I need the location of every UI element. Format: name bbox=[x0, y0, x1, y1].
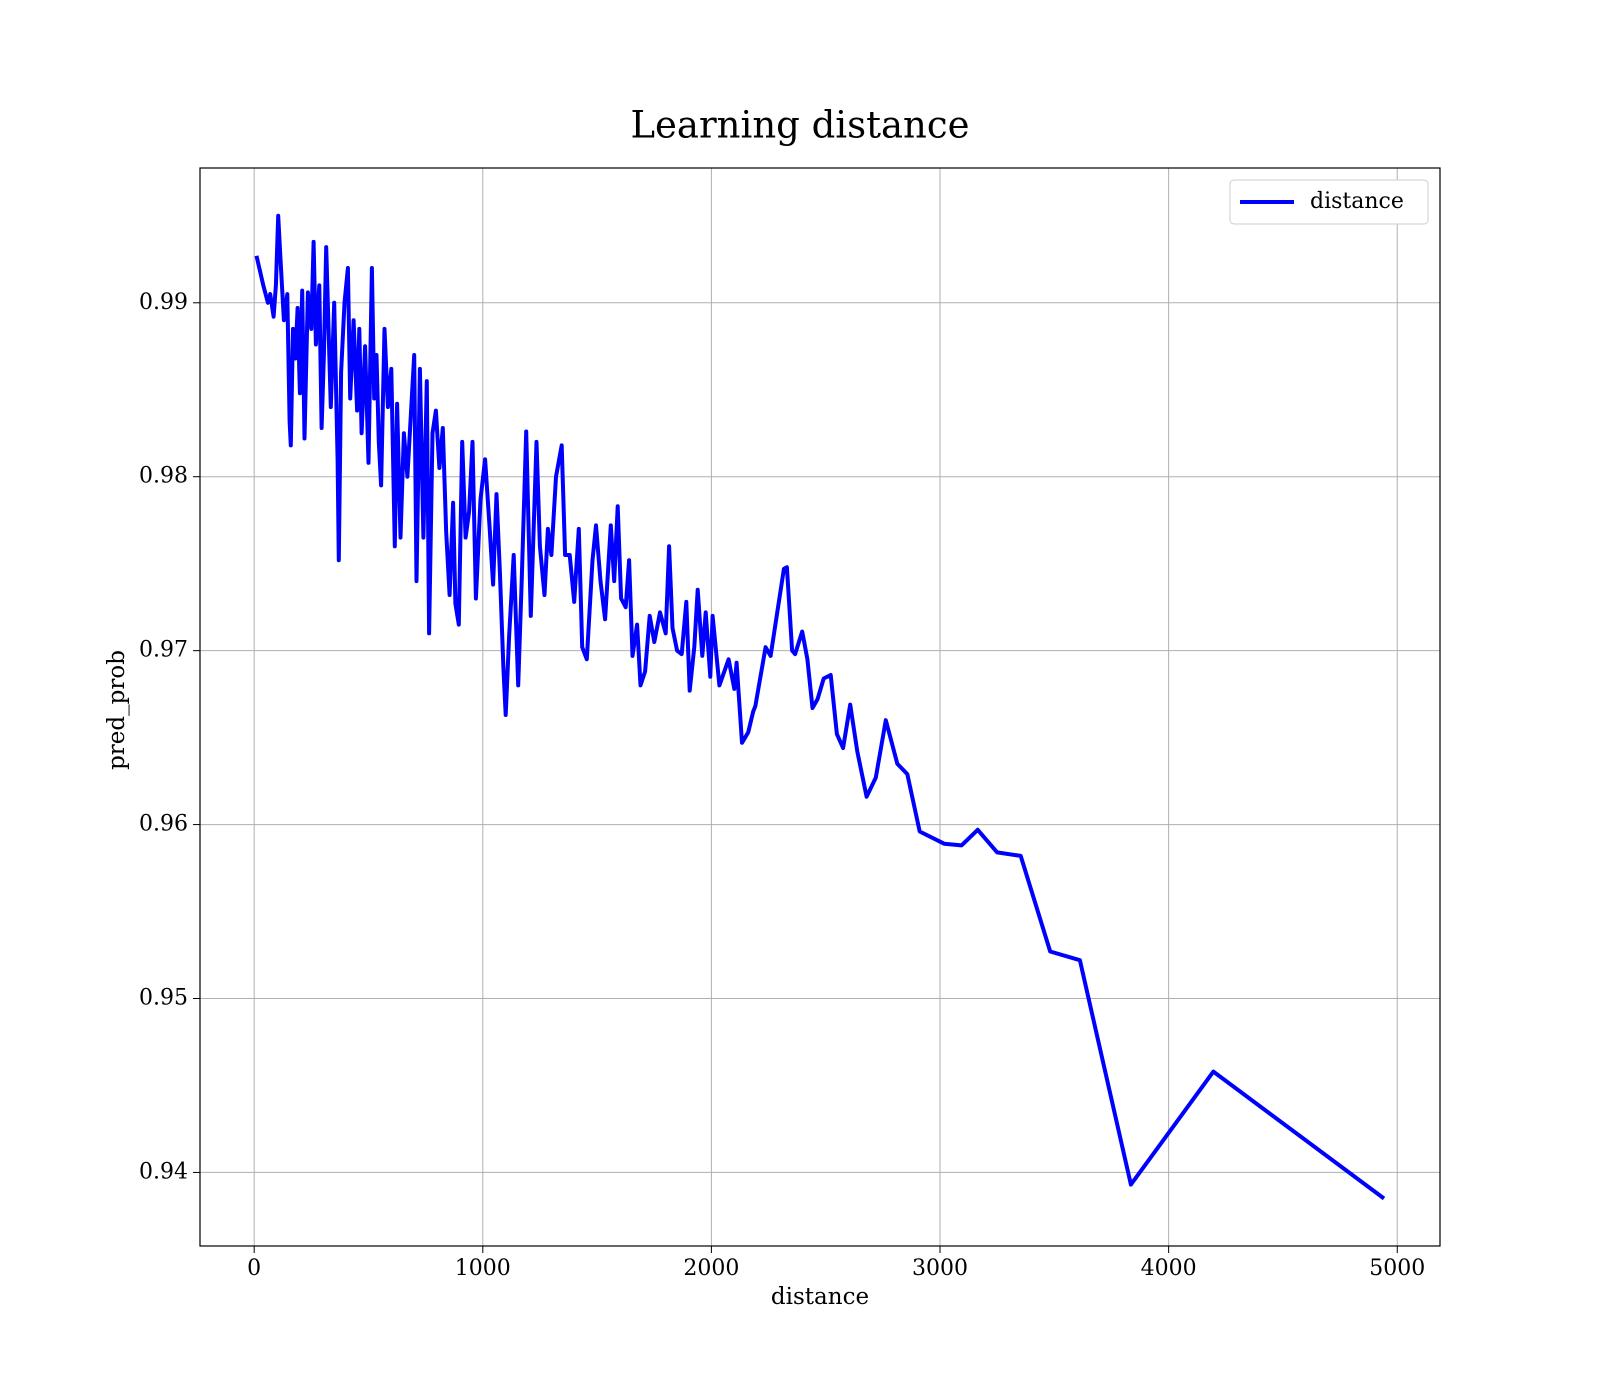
x-tick-label: 4000 bbox=[1141, 1256, 1197, 1281]
legend-box bbox=[1229, 179, 1429, 225]
y-tick-label: 0.97 bbox=[139, 638, 188, 663]
y-tick-label: 0.96 bbox=[139, 812, 188, 837]
x-tick-label: 1000 bbox=[455, 1256, 511, 1281]
x-tick-label: 2000 bbox=[683, 1256, 739, 1281]
y-axis-label: pred_prob bbox=[104, 650, 130, 770]
y-tick-label: 0.98 bbox=[139, 464, 188, 489]
y-tick-label: 0.94 bbox=[139, 1159, 188, 1184]
y-tick-label: 0.99 bbox=[139, 290, 188, 315]
x-axis-label: distance bbox=[771, 1284, 869, 1310]
legend: distance bbox=[1229, 179, 1429, 225]
x-tick-label: 3000 bbox=[912, 1256, 968, 1281]
plot-frame bbox=[199, 167, 1441, 1247]
x-tick-label: 5000 bbox=[1369, 1256, 1425, 1281]
y-tick-label: 0.95 bbox=[139, 986, 188, 1011]
legend-label: distance bbox=[1310, 189, 1404, 214]
data-line bbox=[254, 213, 1386, 1201]
x-tick-label: 0 bbox=[247, 1256, 261, 1281]
chart-title: Learning distance bbox=[630, 104, 969, 147]
